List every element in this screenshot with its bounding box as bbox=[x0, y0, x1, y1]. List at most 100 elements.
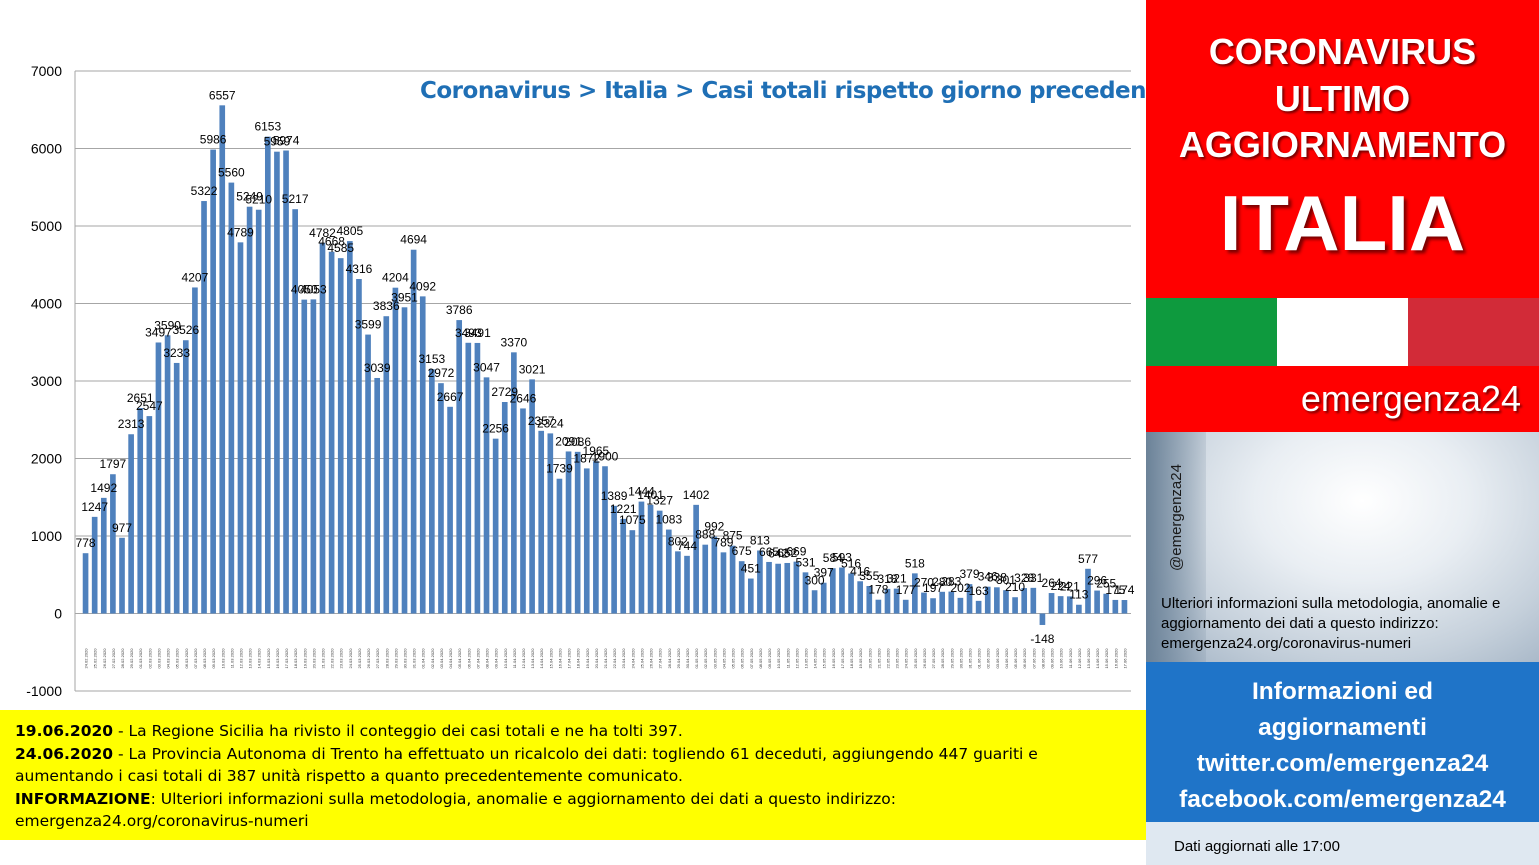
bar-14.03.2020 bbox=[255, 209, 262, 614]
bar-08.03.2020 bbox=[201, 201, 207, 614]
x-tick-label: 13.03.2020 bbox=[248, 648, 253, 669]
data-label: 3951 bbox=[391, 290, 418, 304]
x-tick-label: 18.05.2020 bbox=[849, 648, 854, 669]
data-label: 789 bbox=[713, 535, 733, 549]
bar-30.05.2020 bbox=[957, 597, 964, 614]
bar-29.05.2020 bbox=[948, 591, 955, 614]
bar-06.03.2020 bbox=[182, 340, 189, 614]
data-label: 3370 bbox=[501, 335, 528, 349]
note-2-date: 24.06.2020 bbox=[15, 744, 114, 763]
headline-coronavirus: CORONAVIRUS bbox=[1208, 31, 1477, 72]
x-tick-label: 09.03.2020 bbox=[211, 648, 216, 669]
bar-09.06.2020 bbox=[1048, 593, 1055, 614]
x-tick-label: 08.03.2020 bbox=[202, 648, 207, 669]
data-label: 416 bbox=[850, 564, 870, 578]
twitter-link[interactable]: twitter.com/emergenza24 bbox=[1196, 750, 1489, 777]
bar-23.04.2020 bbox=[620, 518, 627, 614]
data-label: 174 bbox=[1114, 583, 1134, 597]
headline-aggiornamento: AGGIORNAMENTO bbox=[1178, 124, 1507, 165]
photo-shade bbox=[1146, 432, 1206, 662]
bar-29.03.2020 bbox=[392, 287, 399, 614]
bar-24.05.2020 bbox=[902, 599, 909, 614]
data-label: 1492 bbox=[90, 481, 117, 495]
x-tick-label: 25.02.2020 bbox=[93, 648, 98, 669]
data-label: 328 bbox=[1014, 571, 1034, 585]
bar-01.05.2020 bbox=[693, 504, 699, 614]
x-tick-label: 27.03.2020 bbox=[375, 648, 380, 669]
bar-27.04.2020 bbox=[656, 510, 663, 614]
data-label: 5986 bbox=[200, 133, 227, 147]
x-tick-label: 31.05.2020 bbox=[968, 648, 973, 669]
x-tick-label: 24.02.2020 bbox=[84, 648, 89, 669]
x-tick-label: 10.03.2020 bbox=[220, 648, 225, 669]
note-3-label: INFORMAZIONE bbox=[15, 789, 151, 808]
x-tick-label: 02.04.2020 bbox=[430, 648, 435, 669]
data-label: 5974 bbox=[273, 134, 300, 148]
bar-11.04.2020 bbox=[511, 352, 517, 614]
bar-07.05.2020 bbox=[747, 578, 754, 614]
bar-04.06.2020 bbox=[1003, 590, 1009, 614]
x-tick-label: 24.03.2020 bbox=[348, 648, 353, 669]
data-label: 642 bbox=[768, 547, 788, 561]
x-tick-label: 16.03.2020 bbox=[275, 648, 280, 669]
facebook-link[interactable]: facebook.com/emergenza24 bbox=[1179, 786, 1506, 813]
x-tick-label: 01.04.2020 bbox=[421, 648, 426, 669]
x-tick-label: 13.05.2020 bbox=[803, 648, 808, 669]
bar-03.05.2020 bbox=[711, 536, 718, 614]
data-label: 264 bbox=[1042, 576, 1062, 590]
x-tick-label: 16.05.2020 bbox=[831, 648, 836, 669]
x-tick-label: 14.04.2020 bbox=[539, 648, 544, 669]
data-label: 584 bbox=[823, 551, 843, 565]
data-label: 1075 bbox=[619, 513, 646, 527]
x-tick-label: 03.04.2020 bbox=[439, 648, 444, 669]
x-tick-label: 17.05.2020 bbox=[840, 648, 845, 669]
data-label: 4694 bbox=[400, 233, 427, 247]
bar-20.04.2020 bbox=[593, 461, 599, 614]
x-tick-label: 16.06.2020 bbox=[1113, 648, 1118, 669]
data-label: 3047 bbox=[473, 360, 500, 374]
x-axis-ticks: 24.02.2020 25.02.2020 26.02.2020 27.02.2020… bbox=[84, 648, 1128, 669]
bar-01.06.2020 bbox=[975, 600, 982, 614]
bar-11.06.2020 bbox=[1066, 596, 1073, 614]
x-tick-label: 06.05.2020 bbox=[740, 648, 745, 669]
x-tick-label: 12.03.2020 bbox=[238, 648, 243, 669]
data-label: 280 bbox=[932, 575, 952, 589]
bar-02.04.2020 bbox=[429, 369, 435, 614]
bar-10.04.2020 bbox=[501, 402, 508, 614]
data-label: 2256 bbox=[482, 422, 509, 436]
info-url[interactable]: emergenza24.org/coronavirus-numeri bbox=[1161, 635, 1412, 652]
bar-01.04.2020 bbox=[419, 296, 426, 614]
x-tick-label: 20.03.2020 bbox=[311, 648, 316, 669]
x-tick-label: 21.04.2020 bbox=[603, 648, 608, 669]
bar-26.05.2020 bbox=[921, 592, 927, 614]
bar-02.05.2020 bbox=[702, 544, 709, 614]
data-label: 3599 bbox=[355, 318, 382, 332]
bar-26.04.2020 bbox=[647, 504, 654, 614]
x-tick-label: 06.04.2020 bbox=[466, 648, 471, 669]
bar-26.02.2020 bbox=[100, 497, 107, 614]
bar-17.03.2020 bbox=[283, 150, 289, 614]
data-label: 3590 bbox=[154, 318, 181, 332]
bar-10.05.2020 bbox=[775, 563, 781, 614]
bar-25.03.2020 bbox=[356, 279, 362, 614]
x-tick-label: 17.06.2020 bbox=[1122, 648, 1127, 669]
x-tick-label: 28.02.2020 bbox=[120, 648, 125, 669]
note-3-url[interactable]: emergenza24.org/coronavirus-numeri bbox=[15, 812, 309, 830]
bar-21.05.2020 bbox=[875, 599, 882, 614]
x-tick-label: 05.04.2020 bbox=[457, 648, 462, 669]
data-label: 321 bbox=[887, 572, 907, 586]
bar-30.03.2020 bbox=[401, 307, 408, 614]
data-label: 3153 bbox=[419, 352, 446, 366]
bar-12.04.2020 bbox=[520, 408, 526, 614]
x-tick-label: 03.03.2020 bbox=[156, 648, 161, 669]
data-label: 5560 bbox=[218, 166, 245, 180]
bar-12.05.2020 bbox=[793, 561, 800, 614]
x-tick-label: 04.05.2020 bbox=[721, 648, 726, 669]
sidebar: CORONAVIRUS ULTIMO AGGIORNAMENTO ITALIA … bbox=[1146, 0, 1539, 865]
social-panel: Informazioni ed aggiornamenti twitter.co… bbox=[1146, 662, 1539, 822]
bar-01.03.2020 bbox=[137, 408, 144, 614]
bar-12.06.2020 bbox=[1076, 604, 1082, 614]
bar-29.02.2020 bbox=[128, 434, 134, 614]
x-tick-label: 26.02.2020 bbox=[102, 648, 107, 669]
x-tick-label: 08.05.2020 bbox=[758, 648, 763, 669]
